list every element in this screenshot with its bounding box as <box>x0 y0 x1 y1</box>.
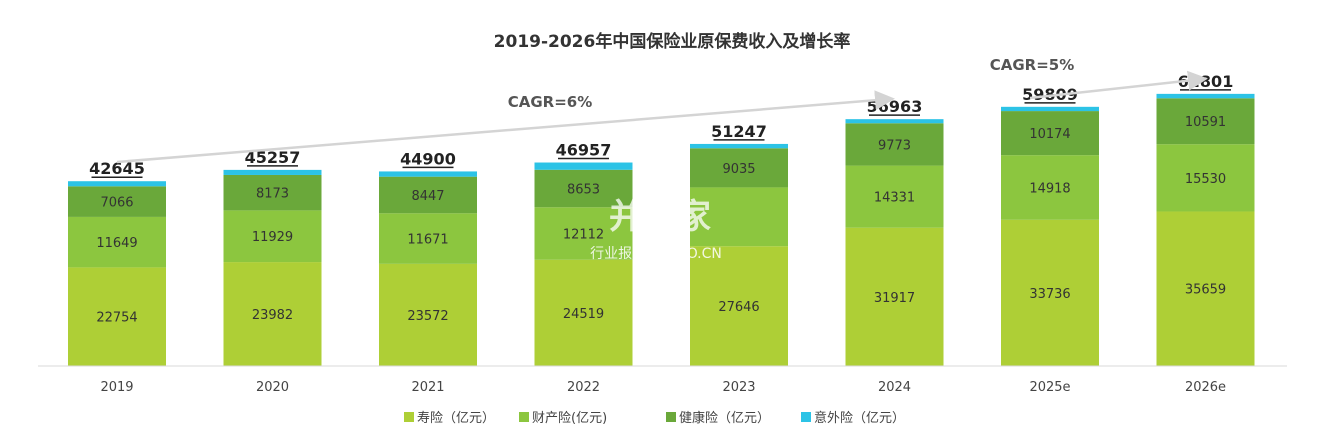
legend: 寿险（亿元） 财产险(亿元) 健康险（亿元） 意外险（亿元） <box>404 410 905 426</box>
x-tick-label: 2019 <box>100 380 133 395</box>
x-tick-label: 2022 <box>567 380 600 395</box>
bar-segment <box>379 263 477 366</box>
cagr-label: CAGR=6% <box>508 93 593 111</box>
bar-segment <box>534 259 633 366</box>
segment-label: 11929 <box>252 230 293 245</box>
bar-segment <box>690 143 788 149</box>
bar-segment <box>1156 211 1255 366</box>
bar-segment <box>690 187 788 247</box>
legend-label: 意外险（亿元） <box>814 410 905 426</box>
cagr-arrows: CAGR=6% CAGR=5% <box>116 56 1208 164</box>
total-label: 42645 <box>89 159 145 178</box>
bar-segment <box>1156 98 1255 145</box>
bar-segment <box>379 171 477 177</box>
bar-segment <box>690 148 788 188</box>
x-ticks: 2019 2020 2021 2022 2023 2024 2025e 2026e <box>100 380 1226 395</box>
x-tick-label: 2026e <box>1185 380 1226 395</box>
segment-label: 33736 <box>1029 287 1070 302</box>
segment-label: 7066 <box>100 196 133 211</box>
bar-segment <box>1001 155 1099 220</box>
x-tick-label: 2024 <box>878 380 911 395</box>
segment-label: 11649 <box>96 236 137 251</box>
segment-label: 12112 <box>563 228 604 243</box>
segment-label: 10591 <box>1185 115 1226 130</box>
bar-segment <box>68 267 166 366</box>
legend-swatch <box>519 412 529 422</box>
segment-label: 31917 <box>874 291 915 306</box>
segment-label: 8173 <box>256 187 289 202</box>
chart-title: 2019-2026年中国保险业原保费收入及增长率 <box>494 31 851 52</box>
bar-segment <box>1156 93 1255 99</box>
bar-segment <box>845 119 944 124</box>
legend-label: 健康险（亿元） <box>679 410 770 426</box>
x-tick-label: 2020 <box>256 380 289 395</box>
bar-segment <box>534 207 633 260</box>
segment-label: 23572 <box>407 309 448 324</box>
bar-segment <box>68 181 166 187</box>
bar-segment <box>223 174 322 211</box>
x-tick-label: 2023 <box>722 380 755 395</box>
segment-label: 11671 <box>407 233 448 248</box>
segment-label: 35659 <box>1185 283 1226 298</box>
x-tick-label: 2021 <box>411 380 444 395</box>
bar-segment <box>690 246 788 366</box>
legend-label: 寿险（亿元） <box>417 411 495 426</box>
segment-label: 14918 <box>1029 181 1070 196</box>
segment-label: 27646 <box>718 300 759 315</box>
bar-segment <box>1001 111 1099 156</box>
cagr-arrow <box>1029 70 1208 100</box>
bar-segment <box>223 169 322 175</box>
bar-segment <box>1001 106 1099 112</box>
total-label: 51247 <box>711 122 767 141</box>
bar-segment <box>534 162 633 170</box>
legend-swatch <box>801 412 811 422</box>
bar-segment <box>1001 219 1099 366</box>
bar-segment <box>379 176 477 214</box>
total-label: 45257 <box>245 148 301 167</box>
cagr-label: CAGR=5% <box>990 56 1075 74</box>
bar-segment <box>1156 144 1255 212</box>
bar-segment <box>534 169 633 208</box>
bar-segment <box>223 210 322 263</box>
legend-swatch <box>666 412 676 422</box>
segment-label: 8447 <box>411 189 444 204</box>
bar-segment <box>68 216 166 268</box>
bar-segment <box>845 123 944 166</box>
bars-group: 22754 11649 7066 42645 23982 11929 8173 45257 23… <box>68 72 1255 366</box>
total-label: 46957 <box>556 141 612 160</box>
watermark: 并购家 行业报告 IPOIPO.CN <box>590 197 722 262</box>
segment-label: 22754 <box>96 311 137 326</box>
bar-segment <box>379 213 477 264</box>
segment-label: 9035 <box>722 162 755 177</box>
x-tick-label: 2025e <box>1029 380 1070 395</box>
bar-segment <box>223 262 322 366</box>
watermark-main: 并购家 <box>609 197 711 237</box>
segment-label: 10174 <box>1029 127 1070 142</box>
cagr-arrow <box>116 90 895 164</box>
watermark-sub: 行业报告 IPOIPO.CN <box>590 246 722 262</box>
legend-swatch <box>404 412 414 422</box>
bar-segment <box>845 227 944 366</box>
total-label: 59809 <box>1022 85 1078 104</box>
segment-label: 23982 <box>252 308 293 323</box>
bar-segment <box>68 186 166 217</box>
segment-label: 24519 <box>563 307 604 322</box>
segment-label: 9773 <box>878 138 911 153</box>
total-label: 44900 <box>400 149 456 168</box>
legend-label: 财产险(亿元) <box>532 411 607 426</box>
segment-label: 8653 <box>567 183 600 198</box>
bar-segment <box>845 165 944 228</box>
segment-label: 14331 <box>874 191 915 206</box>
segment-label: 15530 <box>1185 172 1226 187</box>
